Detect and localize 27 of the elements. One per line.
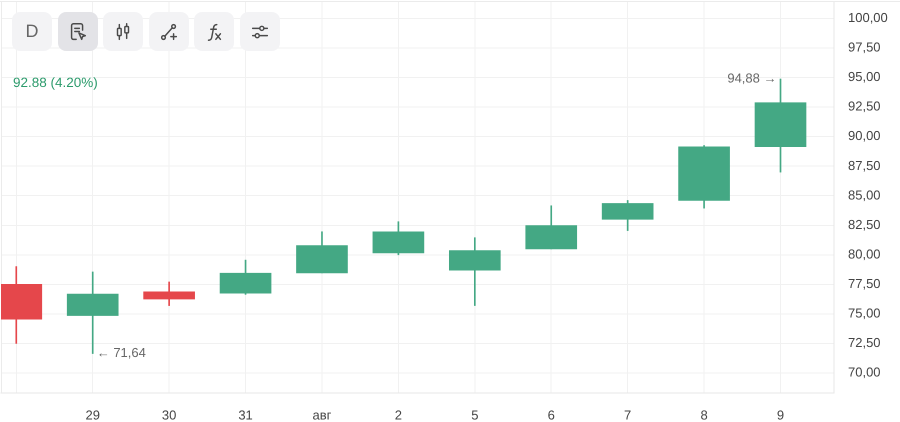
y-tick-label: 80,00 <box>848 246 881 262</box>
y-tick-label: 90,00 <box>848 128 881 144</box>
x-tick-label: 5 <box>471 407 478 422</box>
y-tick-label: 72,50 <box>848 334 881 350</box>
x-tick-label: 31 <box>238 407 253 422</box>
y-tick-label: 77,50 <box>848 276 881 291</box>
annotation: 94,88 → <box>727 70 777 86</box>
y-tick-label: 70,00 <box>848 364 881 380</box>
x-tick-label: 29 <box>85 407 100 422</box>
y-tick-label: 97,50 <box>848 40 881 55</box>
y-tick-label: 75,00 <box>848 305 881 320</box>
text: 92.88 (4.20%) <box>13 75 98 91</box>
x-tick-label: 9 <box>776 407 784 422</box>
x-tick-label: 7 <box>624 407 632 422</box>
x-tick-label: 8 <box>700 407 708 422</box>
y-tick-label: 95,00 <box>848 69 881 84</box>
x-tick-label: авг <box>312 407 332 422</box>
x-tick-label: 30 <box>162 407 176 422</box>
x-tick-label: 6 <box>548 407 555 422</box>
y-tick-label: 87,50 <box>848 158 881 173</box>
y-tick-label: 85,00 <box>848 187 881 202</box>
y-tick-label: 100,00 <box>848 10 888 26</box>
y-tick-label: 92,50 <box>848 98 881 114</box>
x-tick-label: 2 <box>394 407 402 422</box>
toolbar-button: D <box>12 12 52 51</box>
annotation: ← 71,64 <box>96 345 146 360</box>
y-tick-label: 82,50 <box>848 216 881 232</box>
